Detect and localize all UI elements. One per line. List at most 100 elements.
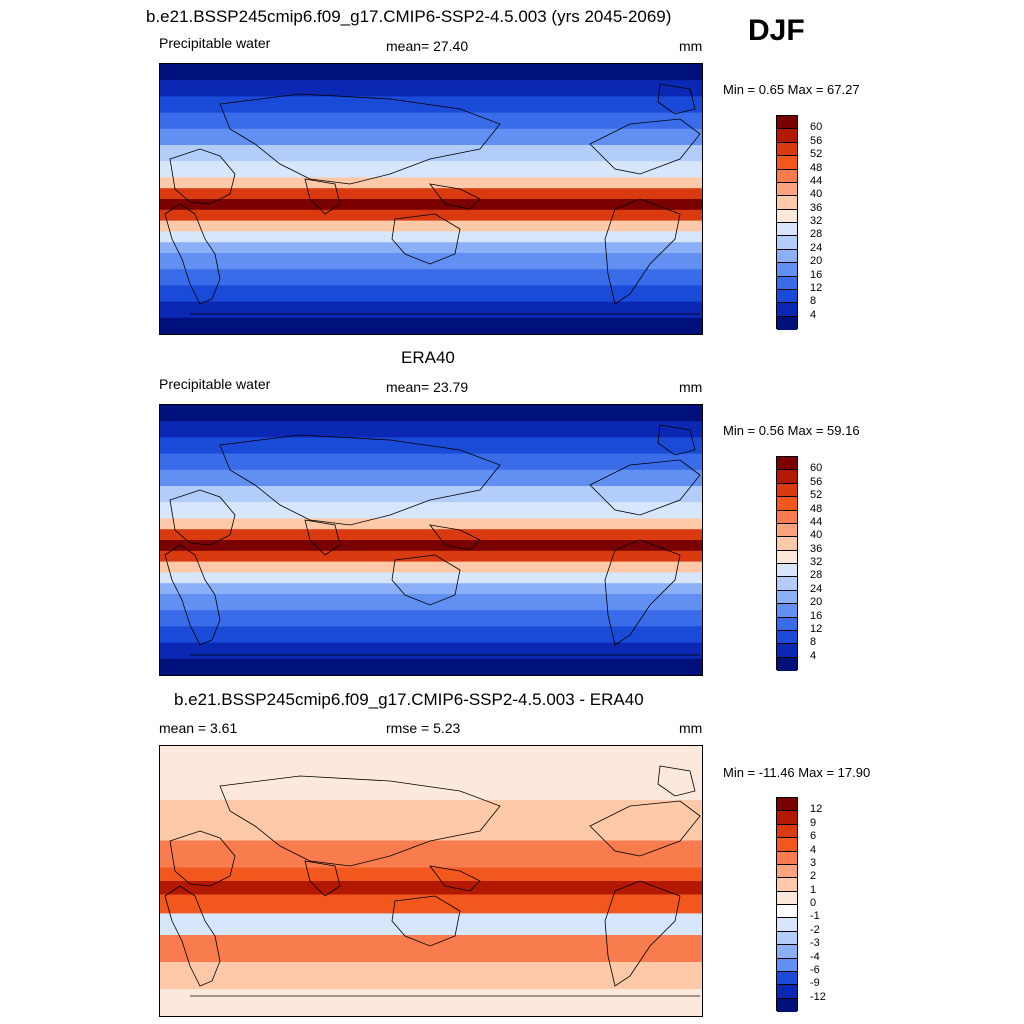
panel3-map bbox=[159, 745, 703, 1017]
colorbar-swatch bbox=[777, 249, 797, 264]
colorbar-swatch bbox=[777, 116, 797, 130]
colorbar-tick-label: -6 bbox=[810, 963, 820, 976]
colorbar-swatch bbox=[777, 236, 797, 250]
continent-outlines bbox=[164, 424, 701, 656]
panel2-map bbox=[159, 404, 703, 676]
colorbar-swatch bbox=[777, 289, 797, 304]
panel3-rmse-label: rmse = 5.23 bbox=[386, 720, 461, 736]
colorbar-tick-label: 24 bbox=[810, 582, 823, 595]
colorbar-swatch bbox=[777, 196, 797, 210]
colorbar-swatch bbox=[777, 811, 797, 825]
colorbar-tick-label: -1 bbox=[810, 910, 820, 923]
colorbar-tick-label: 8 bbox=[810, 636, 817, 649]
colorbar-tick-label: 16 bbox=[810, 268, 823, 281]
colorbar-tick-label: -2 bbox=[810, 923, 820, 936]
panel3-title: b.e21.BSSP245cmip6.f09_g17.CMIP6-SSP2-4.… bbox=[174, 690, 644, 709]
colorbar-tick-label: 16 bbox=[810, 609, 823, 622]
colorbar-swatch bbox=[777, 838, 797, 852]
colorbar-swatch bbox=[777, 129, 797, 143]
colorbar-tick-label: 36 bbox=[810, 201, 823, 214]
colorbar-tick-label: 12 bbox=[810, 803, 823, 816]
colorbar-swatch bbox=[777, 864, 797, 879]
colorbar-tick-label: -3 bbox=[810, 937, 820, 950]
colorbar-tick-label: 36 bbox=[810, 542, 823, 555]
colorbar-tick-label: 8 bbox=[810, 295, 817, 308]
colorbar-swatch bbox=[777, 824, 797, 839]
colorbar-swatch bbox=[777, 142, 797, 157]
colorbar-swatch bbox=[777, 891, 797, 905]
panel2-title: ERA40 bbox=[401, 348, 455, 367]
colorbar-swatch bbox=[777, 537, 797, 551]
colorbar-swatch bbox=[777, 169, 797, 183]
colorbar-swatch bbox=[777, 905, 797, 919]
panel1-units-label: mm bbox=[679, 38, 703, 54]
colorbar-tick-label: 24 bbox=[810, 241, 823, 254]
colorbar-tick-label: 4 bbox=[810, 843, 817, 856]
colorbar-tick-label: 32 bbox=[810, 215, 823, 227]
colorbar-tick-label: 28 bbox=[810, 569, 823, 582]
colorbar-tick-label: 44 bbox=[810, 174, 823, 187]
colorbar-tick-label: 40 bbox=[810, 188, 823, 201]
season-label: DJF bbox=[748, 14, 805, 47]
map-field bbox=[160, 746, 702, 1016]
colorbar-swatch bbox=[777, 918, 797, 932]
colorbar-tick-label: 56 bbox=[810, 134, 823, 147]
colorbar-swatch bbox=[777, 798, 797, 812]
panel3-minmax-label: Min = -11.46 Max = 17.90 bbox=[723, 765, 871, 780]
colorbar-tick-label: 4 bbox=[810, 649, 817, 662]
panel3-units-label: mm bbox=[679, 720, 703, 736]
colorbar-tick-label: 52 bbox=[810, 489, 823, 502]
colorbar-swatch bbox=[777, 303, 797, 317]
panel1-minmax-label: Min = 0.65 Max = 67.27 bbox=[723, 82, 860, 97]
colorbar-swatch bbox=[777, 316, 797, 330]
panel2-mean-label: mean= 23.79 bbox=[386, 379, 469, 395]
colorbar-tick-label: 0 bbox=[810, 897, 817, 909]
colorbar-tick-label: 60 bbox=[810, 462, 823, 475]
colorbar-swatch bbox=[777, 590, 797, 605]
colorbar-tick-label: 20 bbox=[810, 255, 823, 268]
colorbar-swatch bbox=[777, 276, 797, 290]
panel2-colorbar bbox=[776, 456, 798, 671]
colorbar-swatch bbox=[777, 657, 797, 671]
colorbar-tick-label: 48 bbox=[810, 502, 823, 515]
colorbar-tick-label: 4 bbox=[810, 308, 817, 321]
colorbar-tick-label: -4 bbox=[810, 950, 820, 963]
colorbar-tick-label: 40 bbox=[810, 529, 823, 542]
colorbar-swatch bbox=[777, 604, 797, 618]
colorbar-swatch bbox=[777, 617, 797, 631]
colorbar-tick-label: 28 bbox=[810, 228, 823, 241]
colorbar-swatch bbox=[777, 457, 797, 471]
colorbar-swatch bbox=[777, 630, 797, 645]
colorbar-swatch bbox=[777, 878, 797, 892]
colorbar-tick-label: 32 bbox=[810, 556, 823, 568]
panel1-title: b.e21.BSSP245cmip6.f09_g17.CMIP6-SSP2-4.… bbox=[146, 7, 672, 26]
map-field bbox=[160, 405, 702, 675]
colorbar-swatch bbox=[777, 564, 797, 578]
panel3-colorbar bbox=[776, 797, 798, 1012]
colorbar-tick-label: 12 bbox=[810, 281, 823, 294]
colorbar-swatch bbox=[777, 577, 797, 591]
colorbar-swatch bbox=[777, 998, 797, 1012]
continent-outlines bbox=[164, 83, 701, 315]
continent-outlines bbox=[164, 765, 701, 997]
colorbar-tick-label: 9 bbox=[810, 816, 817, 829]
colorbar-tick-label: 56 bbox=[810, 475, 823, 488]
colorbar-swatch bbox=[777, 550, 797, 564]
colorbar-tick-label: 2 bbox=[810, 870, 817, 883]
colorbar-tick-label: -12 bbox=[810, 990, 826, 1003]
colorbar-tick-label: 20 bbox=[810, 596, 823, 609]
colorbar-swatch bbox=[777, 945, 797, 959]
colorbar-tick-label: 44 bbox=[810, 515, 823, 528]
colorbar-swatch bbox=[777, 156, 797, 170]
panel3-mean-label: mean = 3.61 bbox=[159, 720, 238, 736]
colorbar-swatch bbox=[777, 510, 797, 524]
panel2-units-label: mm bbox=[679, 379, 703, 395]
colorbar-swatch bbox=[777, 523, 797, 538]
colorbar-swatch bbox=[777, 851, 797, 865]
colorbar-tick-label: -9 bbox=[810, 977, 820, 990]
colorbar-tick-label: 3 bbox=[810, 856, 817, 869]
colorbar-swatch bbox=[777, 182, 797, 197]
colorbar-swatch bbox=[777, 985, 797, 999]
colorbar-tick-label: 12 bbox=[810, 622, 823, 635]
colorbar-tick-label: 60 bbox=[810, 121, 823, 134]
